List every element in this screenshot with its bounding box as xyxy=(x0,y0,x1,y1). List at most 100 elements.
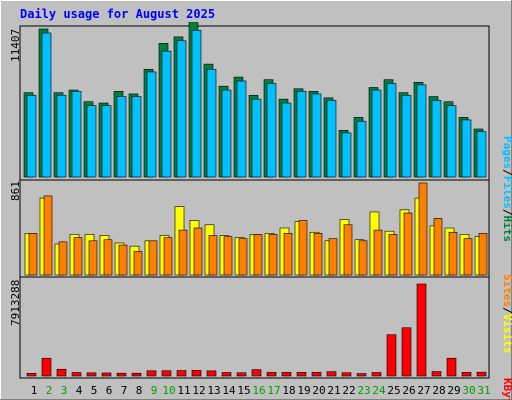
sites-bar xyxy=(463,238,473,276)
sites-bar xyxy=(103,239,113,276)
kbytes-bar xyxy=(71,372,82,377)
day-label: 29 xyxy=(447,384,460,397)
day-label: 6 xyxy=(106,384,113,397)
day-label: 27 xyxy=(417,384,430,397)
sites-bar xyxy=(283,233,293,276)
legend-separator: / xyxy=(501,169,512,176)
ymax-label-visits: 861 xyxy=(9,181,22,201)
day-label: 19 xyxy=(297,384,310,397)
day-label: 28 xyxy=(432,384,445,397)
files-bar xyxy=(101,105,112,178)
legend-separator: / xyxy=(501,307,512,314)
sites-bar xyxy=(58,241,68,276)
kbytes-bar xyxy=(161,370,172,377)
day-label: 17 xyxy=(267,384,280,397)
day-label: 5 xyxy=(91,384,98,397)
kbytes-bar xyxy=(356,373,367,377)
sites-bar xyxy=(88,240,98,276)
kbytes-bars xyxy=(26,283,487,377)
day-label: 22 xyxy=(342,384,355,397)
files-bar xyxy=(191,30,202,178)
sites-bar xyxy=(388,234,398,276)
files-bar xyxy=(176,40,187,178)
files-bar xyxy=(146,71,157,178)
day-label: 7 xyxy=(121,384,128,397)
kbytes-bar xyxy=(416,283,427,377)
files-bar xyxy=(206,69,217,178)
legend-files: Files xyxy=(501,176,512,209)
kbytes-bar xyxy=(221,372,232,377)
files-bar xyxy=(221,89,232,178)
legend-visits: Visits xyxy=(501,314,512,354)
files-bar xyxy=(311,93,322,178)
day-label: 8 xyxy=(136,384,143,397)
files-bar xyxy=(71,91,82,178)
kbytes-bar xyxy=(266,371,277,377)
files-bar xyxy=(476,131,487,178)
day-label: 24 xyxy=(372,384,386,397)
legend-kbytes: KBytes xyxy=(501,378,512,400)
files-bar xyxy=(446,105,457,178)
kbytes-bar xyxy=(431,371,442,377)
files-bar xyxy=(281,102,292,178)
day-label: 3 xyxy=(61,384,68,397)
kbytes-bar xyxy=(281,371,292,377)
legend-hits-panel: Pages/Files/Hits xyxy=(501,136,512,242)
kbytes-bar xyxy=(191,370,202,377)
legend-separator: / xyxy=(501,209,512,216)
files-bar xyxy=(161,50,172,178)
sites-bar xyxy=(133,251,143,276)
sites-bar xyxy=(343,224,353,276)
kbytes-bar xyxy=(41,357,52,377)
day-label: 23 xyxy=(357,384,370,397)
sites-bar xyxy=(418,182,428,276)
files-bar xyxy=(371,89,382,178)
hits-bars xyxy=(23,22,487,178)
kbytes-bar xyxy=(251,369,262,377)
day-label: 31 xyxy=(477,384,490,397)
sites-bar xyxy=(253,234,263,276)
files-bar xyxy=(266,83,277,178)
chart-title: Daily usage for August 2025 xyxy=(20,7,215,21)
kbytes-bar xyxy=(101,372,112,377)
sites-bar xyxy=(448,231,458,276)
sites-bar xyxy=(163,237,173,276)
files-bar xyxy=(326,100,337,178)
sites-bar xyxy=(193,227,203,276)
day-label: 21 xyxy=(327,384,340,397)
day-label: 1 xyxy=(31,384,38,397)
day-label: 15 xyxy=(237,384,250,397)
sites-bar xyxy=(403,212,413,276)
day-label: 30 xyxy=(462,384,475,397)
kbytes-bar xyxy=(401,327,412,377)
sites-bar xyxy=(43,195,53,276)
files-bar xyxy=(116,96,127,178)
files-bar xyxy=(41,32,52,178)
sites-bar xyxy=(298,220,308,276)
ymax-label-kbytes: 7913288 xyxy=(9,280,22,326)
files-bar xyxy=(431,100,442,178)
day-label: 20 xyxy=(312,384,325,397)
panel-kbytes-frame xyxy=(19,276,490,379)
sites-bar xyxy=(223,236,233,276)
day-label: 4 xyxy=(76,384,83,397)
kbytes-bar xyxy=(341,372,352,377)
sites-bar xyxy=(178,229,188,276)
files-bar xyxy=(461,119,472,178)
legend-sites: Sites xyxy=(501,274,512,307)
sites-bar xyxy=(478,233,488,276)
sites-bar xyxy=(148,240,158,276)
files-bar xyxy=(356,120,367,178)
sites-bar xyxy=(358,240,368,276)
kbytes-bar xyxy=(326,371,337,377)
files-bar xyxy=(86,105,97,178)
files-bar xyxy=(386,83,397,178)
day-labels: 1 2 3 4 5 6 7 8 9 10 11 12 13 14 15 16 17 18 19 20 21 22 23 24 2… xyxy=(31,384,491,397)
sites-bar xyxy=(73,237,83,276)
day-label: 14 xyxy=(222,384,236,397)
day-label: 2 xyxy=(46,384,53,397)
visits-bars xyxy=(24,182,488,276)
ymax-label-hits: 11407 xyxy=(9,29,22,62)
